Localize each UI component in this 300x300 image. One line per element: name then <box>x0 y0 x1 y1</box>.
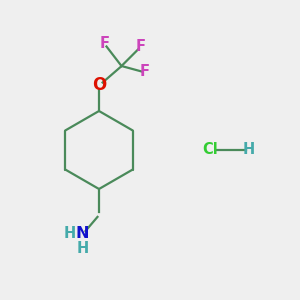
Text: F: F <box>140 64 150 80</box>
Text: F: F <box>100 36 110 51</box>
Text: O: O <box>92 76 106 94</box>
Text: F: F <box>136 39 146 54</box>
Text: H: H <box>243 142 255 158</box>
Text: Cl: Cl <box>202 142 218 158</box>
Text: N: N <box>76 226 89 242</box>
Text: H: H <box>76 241 88 256</box>
Text: H: H <box>64 226 76 242</box>
